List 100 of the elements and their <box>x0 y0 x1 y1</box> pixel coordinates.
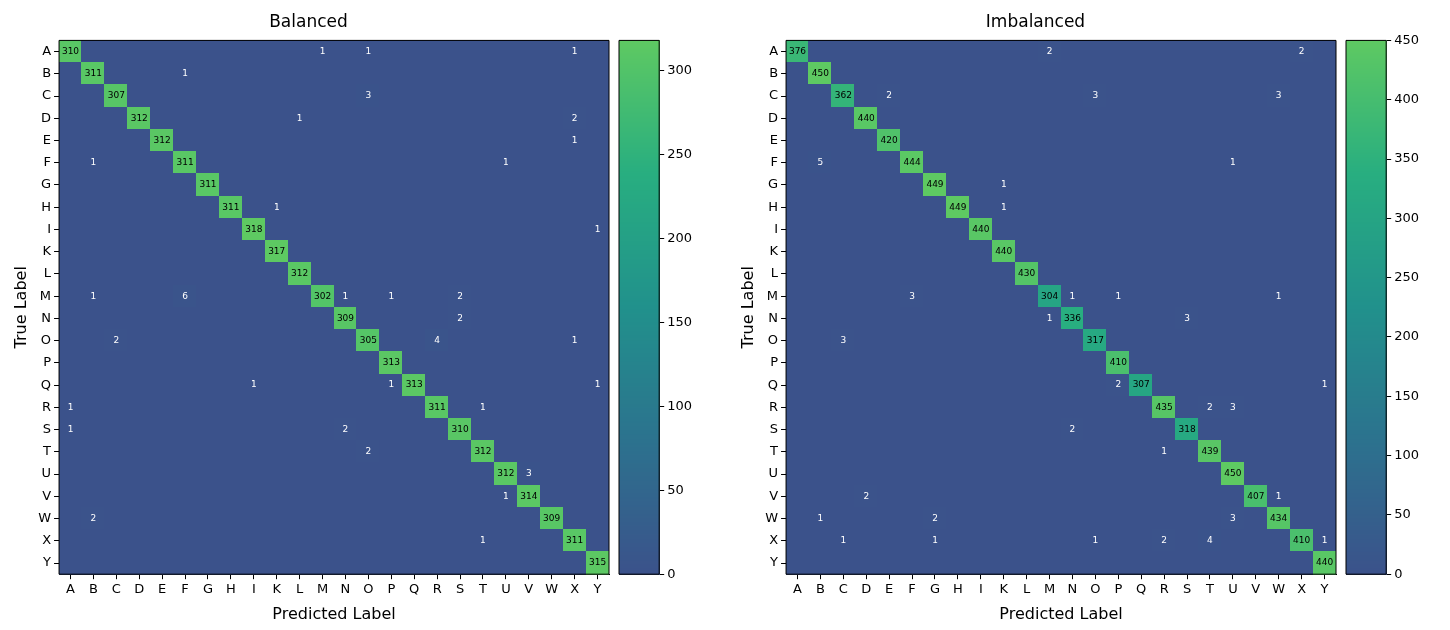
data-label: 2 <box>1115 379 1122 390</box>
y-tick-label: B <box>42 65 52 81</box>
data-label: 3 <box>1184 312 1190 323</box>
y-tick-label: K <box>769 243 779 259</box>
data-label: 2 <box>342 423 349 434</box>
data-label: 311 <box>566 535 584 546</box>
data-label: 309 <box>543 512 561 523</box>
x-tick-label: O <box>1090 581 1101 597</box>
data-label: 1 <box>1069 290 1076 301</box>
x-tick-label: F <box>181 581 189 597</box>
data-label: 1 <box>365 45 372 56</box>
color-bar-label: 0 <box>1394 565 1403 581</box>
y-tick-label: A <box>42 42 52 58</box>
data-label: 3 <box>1092 90 1099 101</box>
y-tick-label: S <box>769 421 779 436</box>
data-label: 1 <box>67 423 74 434</box>
x-axis-title: Predicted Label <box>272 603 396 623</box>
data-label: 450 <box>1224 468 1242 479</box>
data-label: 2 <box>1207 401 1213 412</box>
data-label: 410 <box>1109 357 1128 368</box>
data-label: 3 <box>909 290 915 301</box>
color-bar-label: 250 <box>1394 269 1420 285</box>
data-label: 1 <box>1092 535 1099 546</box>
data-label: 1 <box>67 401 74 412</box>
data-label: 1 <box>273 201 280 212</box>
data-label: 302 <box>313 290 332 301</box>
x-tick-label: D <box>134 581 145 597</box>
x-tick-label: T <box>477 581 487 597</box>
y-tick-label: P <box>770 354 779 370</box>
data-label: 1 <box>594 379 601 390</box>
y-tick-label: L <box>770 265 779 281</box>
y-tick-label: D <box>768 109 779 125</box>
data-label: 312 <box>497 468 515 479</box>
data-label: 310 <box>451 423 469 434</box>
x-tick-label: O <box>363 581 374 597</box>
x-tick-label: T <box>1204 581 1214 597</box>
x-tick-label: N <box>1067 581 1078 597</box>
y-tick-label: W <box>38 509 52 525</box>
data-label: 440 <box>1315 557 1334 568</box>
color-bar-label: 50 <box>667 481 684 497</box>
data-label: 317 <box>268 246 286 257</box>
y-tick-label: O <box>767 332 779 348</box>
data-label: 310 <box>61 45 80 56</box>
data-label: 311 <box>84 68 103 79</box>
data-label: 2 <box>886 90 893 101</box>
x-tick-label: H <box>226 581 236 597</box>
data-label: 1 <box>594 223 601 234</box>
x-tick-label: I <box>978 581 983 597</box>
x-tick-label: E <box>885 581 894 597</box>
y-tick-label: C <box>768 87 779 103</box>
data-label: 313 <box>382 357 400 368</box>
x-tick-label: B <box>88 581 98 597</box>
data-label: 2 <box>90 512 97 523</box>
data-label: 1 <box>817 512 824 523</box>
y-tick-label: I <box>774 220 779 236</box>
y-tick-label: Y <box>42 554 52 570</box>
y-tick-label: P <box>43 354 52 370</box>
x-tick-label: Q <box>409 581 420 597</box>
data-label: 312 <box>153 134 171 145</box>
data-label: 311 <box>428 401 446 412</box>
color-bar-label: 400 <box>1394 91 1420 107</box>
y-tick-label: Y <box>769 554 779 570</box>
y-tick-label: L <box>43 265 52 281</box>
x-tick-label: G <box>929 581 941 597</box>
data-label: 440 <box>857 112 876 123</box>
x-tick-label: P <box>387 581 396 597</box>
y-tick-label: Q <box>40 376 52 392</box>
data-label: 440 <box>995 246 1013 257</box>
x-tick-label: W <box>1272 581 1286 597</box>
data-label: 2 <box>1046 45 1053 56</box>
data-label: 2 <box>365 446 372 457</box>
data-label: 1 <box>1000 179 1007 190</box>
x-tick-label: Y <box>1319 581 1329 597</box>
x-tick-label: U <box>1228 581 1238 597</box>
y-tick-label: N <box>41 309 52 325</box>
y-tick-label: C <box>41 87 52 103</box>
x-tick-label: G <box>202 581 214 597</box>
y-tick-label: X <box>769 532 779 548</box>
data-label: 311 <box>222 201 240 212</box>
data-label: 1 <box>480 401 486 412</box>
y-tick-label: G <box>40 176 52 192</box>
data-label: 362 <box>834 90 852 101</box>
data-label: 450 <box>811 68 830 79</box>
data-label: 1 <box>1046 312 1053 323</box>
chart-title: Balanced <box>269 10 348 31</box>
color-bar-label: 200 <box>1394 328 1420 344</box>
x-tick-label: H <box>953 581 963 597</box>
data-label: 1 <box>1115 290 1122 301</box>
y-tick-label: F <box>770 154 779 170</box>
y-tick-label: F <box>43 154 52 170</box>
color-bar-label: 150 <box>667 313 693 329</box>
data-label: 1 <box>1275 290 1282 301</box>
data-label: 1 <box>250 379 257 390</box>
data-label: 2 <box>1161 535 1168 546</box>
y-tick-label: M <box>39 287 52 303</box>
y-tick-label: U <box>41 465 52 481</box>
x-tick-label: W <box>545 581 559 597</box>
data-label: 435 <box>1155 401 1173 412</box>
data-label: 4 <box>1207 535 1214 546</box>
x-tick-label: V <box>524 581 534 597</box>
